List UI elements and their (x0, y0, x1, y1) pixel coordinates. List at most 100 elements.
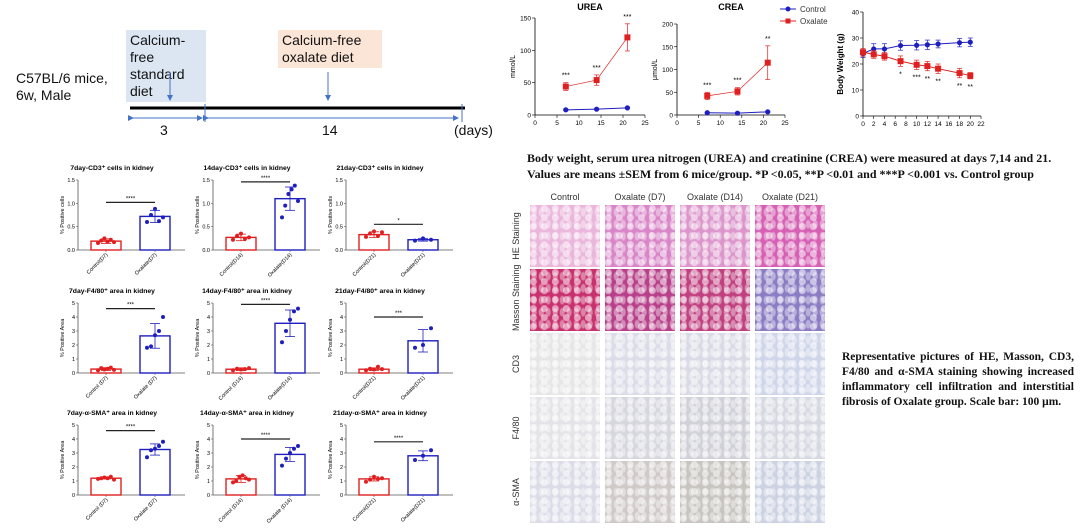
data-point (105, 476, 110, 481)
y-tick-label: 4 (340, 437, 343, 443)
y-tick-label: 30 (852, 36, 860, 43)
y-tick-label: 3 (340, 451, 343, 457)
y-tick-label: 3 (207, 329, 210, 335)
x-tick-label: Oxalate(D14) (267, 252, 294, 279)
data-point (102, 475, 107, 480)
y-tick-label: 3 (72, 451, 75, 457)
y-tick-label: 0 (527, 113, 531, 120)
crea-chart: CREA0501001502000510152025Days of high O… (652, 2, 789, 127)
data-point (102, 367, 107, 372)
y-tick-label: 4 (340, 315, 343, 321)
data-point (149, 213, 153, 217)
chart-title: 7day-α-SMA⁺ area in kidney (67, 410, 157, 417)
data-point (149, 344, 153, 349)
x-tick-label: 0 (675, 120, 679, 127)
bar-oxalate (407, 455, 439, 496)
x-tick-label: 5 (555, 120, 559, 127)
bar-chart-3: 21day-CD3⁺ cells in kidney 0.0 0.5 1.0 1.5 % … (328, 165, 453, 279)
y-tick-label: 1 (72, 479, 75, 485)
x-tick-label: Oxalate(D21) (400, 252, 427, 279)
x-tick-label: 16 (945, 121, 953, 128)
x-tick-label: Control (D14) (218, 375, 245, 402)
data-point (368, 231, 372, 236)
data-point-oxalate (913, 61, 920, 68)
histology-column-header: Control (550, 192, 580, 202)
significance-marker: *** (623, 14, 631, 21)
bw-chart: 0102030400246810121416182022Days of high… (836, 10, 985, 129)
x-tick-label: Control(D21) (352, 375, 378, 401)
bar-chart-9: 21day-α-SMA⁺ area in kidney 0 1 2 3 4 5 % Posit… (328, 410, 453, 524)
data-point (429, 326, 433, 331)
data-point (283, 203, 288, 208)
significance-marker: ** (935, 78, 941, 85)
caption-histology: Representative pictures of HE, Masson, C… (842, 351, 1074, 408)
histology-image (530, 461, 600, 523)
legend-oxalate-marker (785, 18, 791, 24)
y-tick-label: 4 (72, 437, 75, 443)
x-tick-label: 8 (904, 121, 908, 128)
data-point-control (914, 42, 920, 48)
data-point (284, 329, 288, 333)
y-tick-label: 1 (340, 479, 343, 485)
chart-title: 14day-α-SMA⁺ area in kidney (200, 410, 294, 417)
y-tick-label: 1.0 (67, 201, 75, 207)
x-tick-label: 14 (934, 121, 942, 128)
data-point (145, 220, 149, 224)
data-point-control (624, 105, 630, 111)
data-point (108, 365, 113, 370)
x-tick-label: 20 (967, 121, 975, 128)
histology-image (680, 397, 750, 459)
data-point (102, 236, 107, 241)
y-tick-label: 50 (666, 90, 674, 97)
data-point (288, 317, 292, 322)
data-point-control (734, 110, 741, 116)
y-tick-label: 100 (520, 48, 531, 55)
bar-chart-2: 14day-CD3⁺ cells in kidney 0.0 0.5 1.0 1.5 % … (195, 165, 320, 279)
data-point-oxalate (956, 70, 963, 77)
histology-image (755, 397, 825, 459)
timeline-arrows (128, 72, 465, 122)
data-point (239, 231, 243, 236)
data-point (368, 366, 372, 371)
data-point (108, 237, 113, 242)
y-tick-label: 0 (72, 493, 75, 499)
data-point (96, 241, 100, 245)
data-point (296, 306, 300, 311)
data-point (292, 183, 297, 188)
data-point-oxalate (704, 92, 711, 99)
data-point (99, 238, 104, 243)
data-point-control (704, 110, 710, 116)
y-tick-label: 0 (72, 371, 75, 377)
significance-marker: * (397, 218, 400, 224)
x-tick-label: 25 (781, 120, 789, 127)
urea-chart: UREA0501001500510152025Days of high Oxal… (510, 2, 649, 127)
significance-marker: ** (765, 36, 771, 43)
x-tick-label: Control(D7) (86, 252, 110, 276)
data-point (153, 206, 157, 211)
caption-line-1: Body weight, serum urea nitrogen (UREA) … (527, 151, 1052, 165)
y-tick-label: 1.5 (202, 178, 210, 184)
histology-image (605, 269, 675, 331)
y-tick-label: 1 (72, 357, 75, 363)
data-point (376, 234, 380, 238)
x-tick-label: Control(D21) (352, 252, 378, 278)
histology-image (605, 461, 675, 523)
y-axis-label: mmol/L (510, 55, 517, 78)
data-point-oxalate (624, 34, 631, 41)
data-point-oxalate (734, 88, 741, 95)
histology-column-header: Oxalate (D14) (686, 192, 744, 202)
data-point (231, 368, 235, 373)
data-point (413, 345, 417, 350)
data-point (96, 368, 100, 373)
y-tick-label: 5 (72, 423, 75, 429)
data-point (413, 458, 417, 462)
y-tick-label: 0 (340, 493, 343, 499)
data-point-oxalate (562, 83, 569, 90)
data-point (161, 215, 165, 220)
y-tick-label: 2 (207, 465, 210, 471)
data-point (376, 364, 380, 369)
y-tick-label: 1 (340, 357, 343, 363)
histology-image (530, 397, 600, 459)
y-tick-label: 0.5 (202, 225, 210, 231)
data-point (112, 240, 116, 245)
